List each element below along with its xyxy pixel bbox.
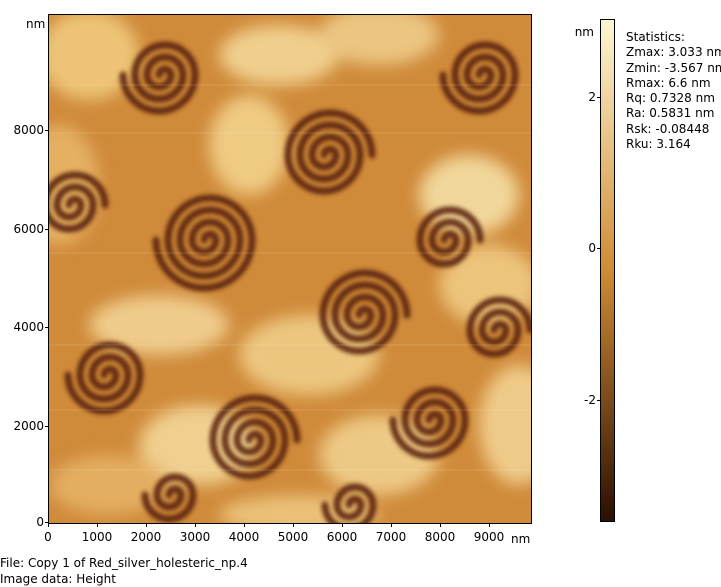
afm-height-image (48, 14, 532, 524)
stat-rsk: Rsk: -0.08448 (626, 121, 710, 136)
x-tick-label: 8000 (424, 530, 456, 544)
x-tick-label: 2000 (130, 530, 162, 544)
spiral (209, 394, 301, 480)
x-tick-label: 0 (44, 530, 52, 544)
x-tick-label: 4000 (228, 530, 260, 544)
spiral (119, 41, 199, 115)
colorbar-tick-mark (597, 248, 600, 249)
spiral (49, 171, 109, 233)
y-tick-mark (45, 229, 48, 230)
y-tick-label: 4000 (13, 320, 44, 334)
file-name: File: Copy 1 of Red_silver_holesteric_np… (0, 556, 248, 570)
x-tick-mark (48, 524, 49, 527)
colorbar-tick-mark (597, 400, 600, 401)
stat-zmax: Zmax: 3.033 nm (626, 45, 721, 60)
afm-surface-render (49, 15, 531, 523)
statistics-title: Statistics: (626, 30, 685, 44)
spiral (466, 296, 531, 358)
y-tick-label: 8000 (13, 123, 44, 137)
x-tick-mark (440, 524, 441, 527)
spiral (284, 109, 376, 195)
y-tick-mark (45, 426, 48, 427)
x-tick-mark (391, 524, 392, 527)
colorbar (600, 19, 615, 522)
spiral (321, 483, 377, 523)
x-tick-label: 6000 (326, 530, 358, 544)
x-tick-mark (146, 524, 147, 527)
x-tick-label: 9000 (473, 530, 505, 544)
x-tick-mark (195, 524, 196, 527)
y-axis-unit: nm (26, 17, 46, 31)
x-axis-unit: nm (511, 532, 531, 546)
file-info: File: Copy 1 of Red_silver_holesteric_np… (0, 555, 248, 587)
x-tick-label: 7000 (375, 530, 407, 544)
x-tick-mark (97, 524, 98, 527)
statistics-panel: Statistics: Zmax: 3.033 nm Zmin: -3.567 … (626, 30, 721, 152)
spiral (64, 341, 144, 415)
y-tick-mark (45, 522, 48, 523)
y-tick-mark (45, 327, 48, 328)
spiral (439, 41, 519, 115)
stat-ra: Ra: 0.5831 nm (626, 106, 715, 121)
colorbar-tick-label: 0 (588, 241, 596, 255)
spiral (416, 206, 484, 268)
colorbar-tick-mark (597, 97, 600, 98)
stat-rmax: Rmax: 6.6 nm (626, 75, 711, 90)
stat-rku: Rku: 3.164 (626, 137, 691, 152)
x-tick-mark (293, 524, 294, 527)
x-tick-mark (244, 524, 245, 527)
y-tick-label: 2000 (13, 419, 44, 433)
x-tick-mark (489, 524, 490, 527)
stat-rq: Rq: 0.7328 nm (626, 91, 715, 106)
image-data-type: Image data: Height (0, 572, 116, 586)
stat-zmin: Zmin: -3.567 nm (626, 60, 721, 75)
x-tick-label: 5000 (277, 530, 309, 544)
colorbar-tick-label: 2 (588, 90, 596, 104)
y-tick-mark (45, 130, 48, 131)
spiral (389, 386, 469, 460)
x-tick-label: 1000 (81, 530, 113, 544)
spiral (319, 269, 411, 355)
y-tick-label: 0 (36, 515, 44, 529)
x-tick-mark (342, 524, 343, 527)
y-tick-label: 6000 (13, 222, 44, 236)
colorbar-tick-label: -2 (584, 393, 596, 407)
x-tick-label: 3000 (179, 530, 211, 544)
spiral (152, 194, 256, 292)
spiral (141, 473, 197, 523)
colorbar-unit: nm (574, 25, 594, 39)
